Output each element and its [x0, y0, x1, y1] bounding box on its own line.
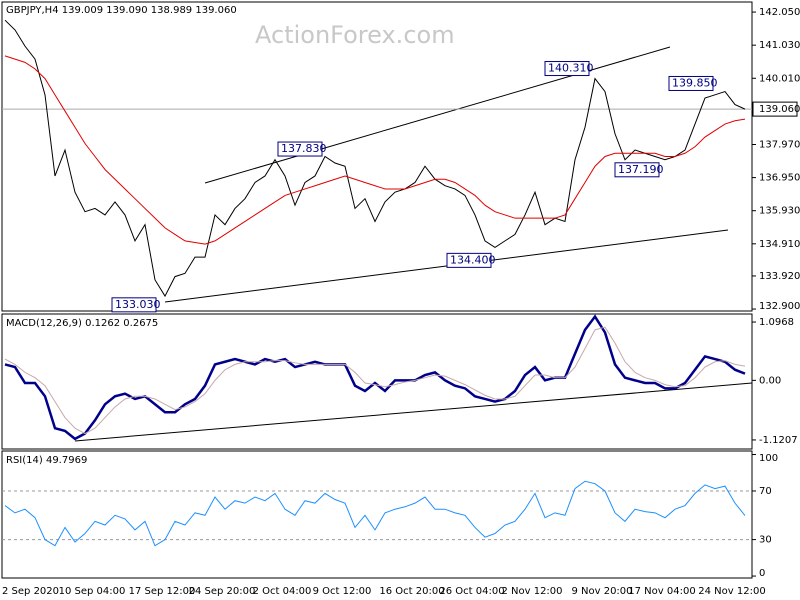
y-tick-label: 132.900 [759, 301, 800, 312]
x-tick-label: 10 Sep 04:00 [59, 586, 126, 597]
x-tick-label: 9 Nov 20:00 [571, 586, 632, 597]
y-tick-label: 30 [759, 535, 772, 546]
watermark: ActionForex.com [255, 21, 455, 49]
series-line [4, 480, 746, 547]
trend-line [204, 46, 671, 184]
rsi-panel [1, 450, 753, 579]
x-tick-label: 2 Sep 2020 [2, 586, 59, 597]
annotation-box [614, 162, 660, 178]
x-tick-label: 26 Oct 04:00 [439, 586, 504, 597]
x-tick-label: 17 Nov 04:00 [628, 586, 695, 597]
annotation-label: 134.400 [450, 253, 496, 266]
x-tick-label: 17 Sep 12:00 [129, 586, 196, 597]
x-tick-label: 2 Oct 04:00 [253, 586, 312, 597]
x-tick-label: 2 Nov 12:00 [501, 586, 562, 597]
x-tick-label: 9 Oct 12:00 [313, 586, 372, 597]
y-tick-label: 142.050 [759, 7, 800, 18]
trend-line [74, 382, 753, 442]
annotation-box [668, 75, 714, 91]
series-line [4, 314, 746, 441]
y-tick-label: 141.030 [759, 40, 800, 51]
macd-header: MACD(12,26,9) 0.1262 0.2675 [6, 318, 158, 329]
x-tick-label: 24 Nov 12:00 [698, 586, 765, 597]
y-tick-label: 1.0968 [759, 317, 794, 328]
y-tick-label: 0.00 [759, 375, 781, 386]
price-header: GBPJPY,H4 139.009 139.090 138.989 139.06… [6, 5, 237, 16]
annotation-label: 140.310 [548, 62, 594, 75]
annotation-label: 137.830 [281, 142, 327, 155]
y-tick-label: 137.970 [759, 139, 800, 150]
last-price-box [752, 101, 798, 117]
series-line [4, 55, 746, 245]
last-price-label: 139.060 [759, 104, 800, 115]
rsi-header: RSI(14) 49.7969 [6, 455, 87, 466]
annotation-box [544, 61, 590, 77]
price-panel [1, 1, 753, 312]
y-tick-label: 0 [759, 568, 765, 579]
x-tick-label: 24 Sep 20:00 [189, 586, 256, 597]
y-tick-label: 133.920 [759, 271, 800, 282]
y-tick-label: 140.010 [759, 73, 800, 84]
y-tick-label: 134.910 [759, 239, 800, 250]
annotation-label: 133.030 [115, 298, 161, 311]
y-tick-label: 70 [759, 486, 772, 497]
y-tick-label: 135.930 [759, 206, 800, 217]
x-tick-label: 16 Oct 20:00 [379, 586, 444, 597]
annotation-label: 137.190 [618, 163, 664, 176]
y-tick-label: 136.950 [759, 173, 800, 184]
series-line [4, 326, 746, 435]
annotation-box [111, 297, 157, 313]
y-tick-label: 100 [759, 453, 778, 464]
annotation-box [446, 252, 492, 268]
macd-panel [1, 313, 753, 450]
y-tick-label: -1.1207 [759, 435, 798, 446]
annotation-box [277, 141, 323, 157]
annotation-label: 139.850 [672, 76, 718, 89]
series-line [4, 19, 746, 298]
